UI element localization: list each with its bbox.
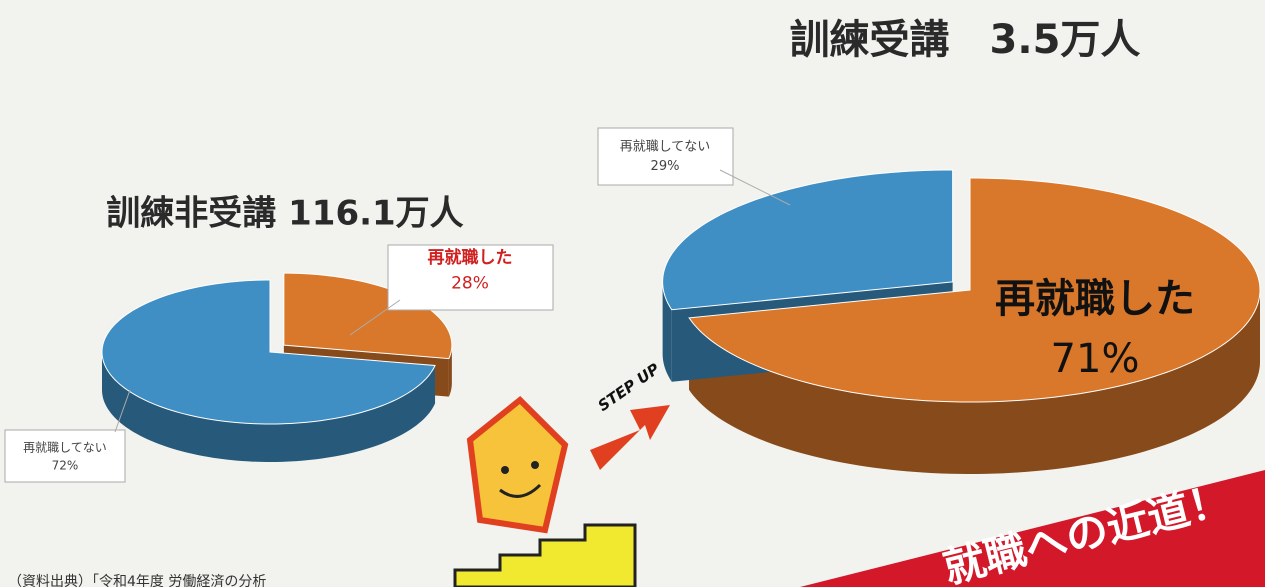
chart-title: 訓練非受講 116.1万人 — [106, 194, 463, 234]
pie-slice — [662, 169, 954, 311]
slice-value-label: 29% — [651, 159, 680, 174]
slice-category-label: 再就職した — [428, 247, 513, 268]
label-box — [597, 127, 734, 186]
chart-title: 訓練受講 3.5万人 — [790, 17, 1141, 63]
slice-side — [102, 352, 436, 462]
label-leader — [349, 299, 401, 336]
label-box — [387, 244, 554, 311]
slice-category-label: 再就職してない — [620, 140, 711, 155]
slice-category-label: 再就職した — [995, 276, 1195, 322]
source-note: （資料出典）「令和4年度 労働経済の分析 — [8, 574, 266, 587]
slice-side — [689, 290, 1260, 474]
slice-value-label: 28% — [451, 273, 489, 293]
slice-value-label: 71% — [1051, 336, 1140, 382]
label-box — [4, 429, 126, 483]
pie-slice — [688, 177, 1261, 403]
pie-slice — [101, 279, 436, 425]
label-leader — [114, 389, 131, 433]
label-leader — [719, 169, 791, 206]
slice-value-label: 72% — [52, 458, 79, 472]
slice-category-label: 再就職してない — [23, 440, 107, 454]
